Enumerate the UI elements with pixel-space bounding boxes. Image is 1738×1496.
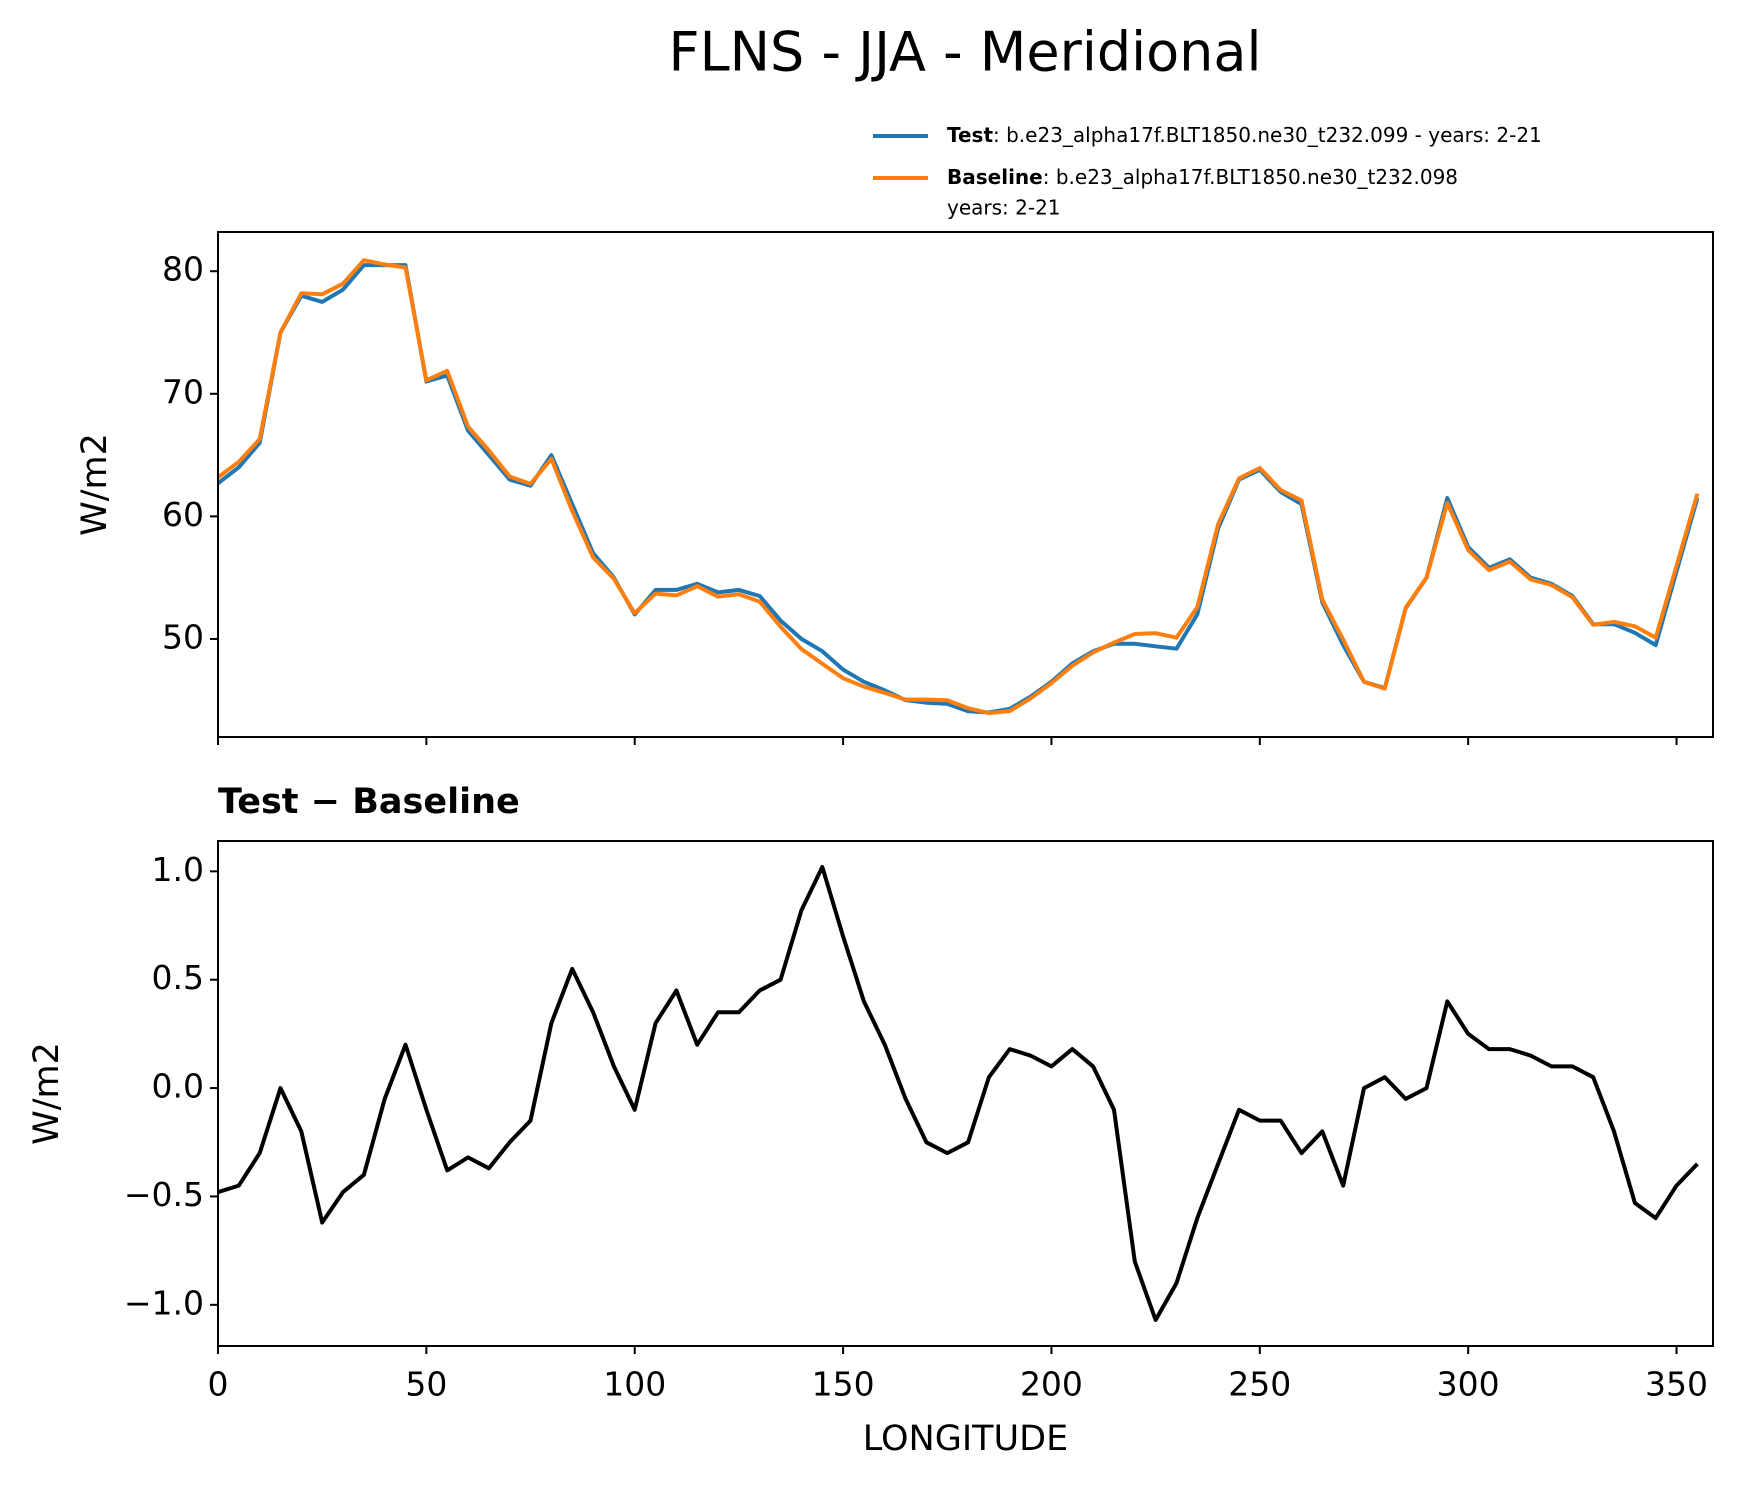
y-tick-label: 80	[162, 250, 204, 289]
legend-name: Test	[947, 123, 993, 147]
y-tick-label: −0.5	[124, 1175, 204, 1214]
series-line	[218, 865, 1699, 1322]
y-tick-label: 50	[162, 617, 204, 656]
x-tick-label: 200	[1020, 1365, 1083, 1404]
chart-title: FLNS - JJA - Meridional	[669, 21, 1262, 84]
legend-description-line: years: 2-21	[947, 196, 1061, 220]
series-line	[218, 258, 1700, 716]
x-tick-label: 150	[812, 1365, 875, 1404]
x-tick-label: 250	[1228, 1365, 1291, 1404]
legend-name: Baseline	[947, 165, 1043, 189]
y-tick-label: −1.0	[124, 1283, 204, 1322]
y-tick-label: 1.0	[152, 850, 204, 889]
y-axis-label: W/m2	[27, 1042, 67, 1145]
x-axis-label: LONGITUDE	[863, 1419, 1069, 1459]
x-tick-label: 0	[208, 1365, 229, 1404]
y-tick-label: 70	[162, 372, 204, 411]
axes-frame	[217, 840, 1714, 1347]
series-line	[218, 263, 1700, 715]
x-tick-label: 50	[405, 1365, 447, 1404]
legend-entry: Baseline: b.e23_alpha17f.BLT1850.ne30_t2…	[947, 165, 1458, 189]
legend-description: : b.e23_alpha17f.BLT1850.ne30_t232.099 -…	[993, 123, 1542, 147]
subtitle: Test − Baseline	[218, 782, 520, 822]
y-tick-label: 0.0	[152, 1067, 204, 1106]
y-tick-label: 60	[162, 495, 204, 534]
x-tick-label: 100	[603, 1365, 666, 1404]
legend-description: : b.e23_alpha17f.BLT1850.ne30_t232.098	[1043, 165, 1458, 189]
y-tick-label: 0.5	[152, 958, 204, 997]
y-axis-label: W/m2	[75, 433, 115, 536]
x-tick-label: 300	[1437, 1365, 1500, 1404]
x-tick-label: 350	[1645, 1365, 1708, 1404]
axes-frame	[217, 231, 1714, 738]
legend-entry: Test: b.e23_alpha17f.BLT1850.ne30_t232.0…	[947, 123, 1542, 147]
